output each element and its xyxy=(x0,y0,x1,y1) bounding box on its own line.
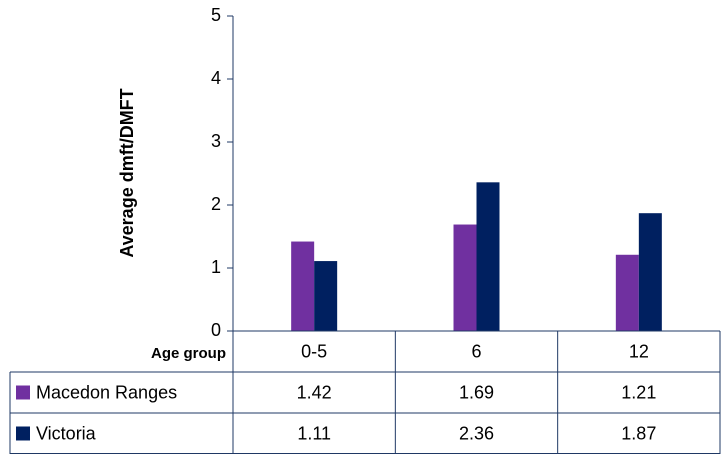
table-value: 1.42 xyxy=(297,382,332,402)
table-value: 2.36 xyxy=(459,423,494,443)
table-value: 1.69 xyxy=(459,382,494,402)
bar xyxy=(638,213,662,331)
bar xyxy=(615,254,639,331)
y-tick-label: 4 xyxy=(211,68,221,88)
x-tick-label: 6 xyxy=(471,341,481,361)
legend-key xyxy=(16,385,30,400)
x-tick-label: 0-5 xyxy=(301,341,327,361)
legend-label: Macedon Ranges xyxy=(36,382,177,402)
legend-key xyxy=(16,426,30,441)
y-tick-label: 1 xyxy=(211,257,221,277)
table-value: 1.11 xyxy=(297,423,331,443)
bar xyxy=(291,241,315,331)
y-tick-label: 0 xyxy=(211,320,221,340)
x-axis-title: Age group xyxy=(151,345,226,362)
bar xyxy=(314,261,338,331)
x-tick-label: 12 xyxy=(629,341,649,361)
bar xyxy=(476,182,500,331)
y-axis-title: Average dmft/DMFT xyxy=(117,88,137,257)
legend-label: Victoria xyxy=(36,423,97,443)
table-value: 1.21 xyxy=(621,382,656,402)
y-tick-label: 2 xyxy=(211,194,221,214)
y-tick-label: 5 xyxy=(211,5,221,25)
table-value: 1.87 xyxy=(621,423,656,443)
y-tick-label: 3 xyxy=(211,131,221,151)
bar xyxy=(453,224,477,331)
